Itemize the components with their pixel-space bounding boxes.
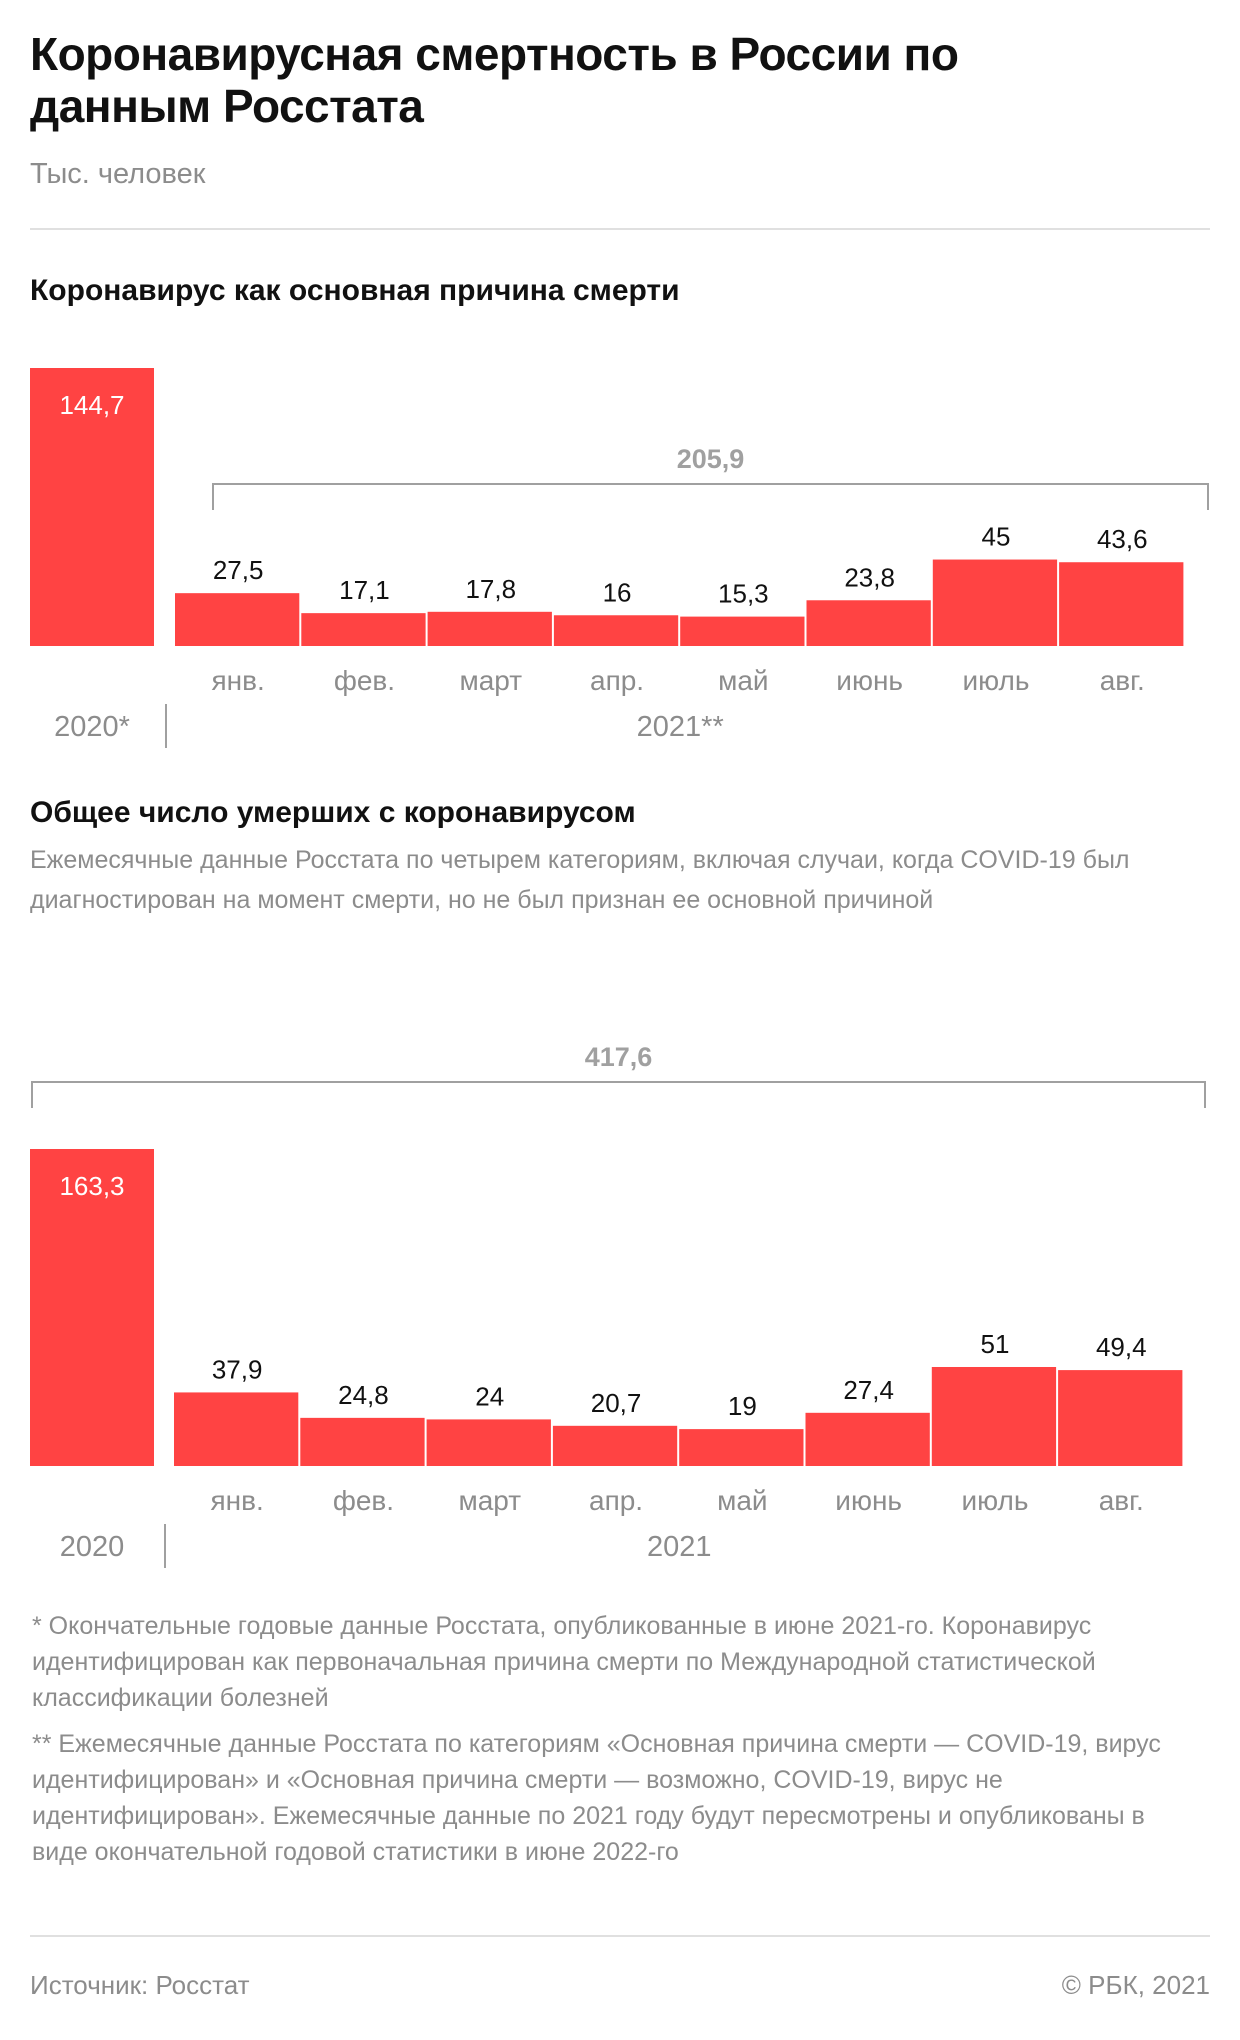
chart1-bar-0 bbox=[175, 593, 300, 646]
chart2-total-label: 417,6 bbox=[585, 1042, 653, 1072]
chart2-value-label-5: 27,4 bbox=[843, 1375, 894, 1405]
chart1-bar-6 bbox=[932, 559, 1058, 646]
chart1-value-label-6: 45 bbox=[981, 522, 1010, 552]
copyright-text: © РБК, 2021 bbox=[1061, 1970, 1210, 2000]
footnote-1: * Окончательные годовые данные Росстата,… bbox=[32, 1612, 1096, 1712]
chart1-month-label-3: апр. bbox=[590, 665, 644, 696]
chart2-bar-6 bbox=[931, 1366, 1057, 1466]
chart1-value-label-2: 17,8 bbox=[465, 574, 516, 604]
chart1-label-2020: 144,7 bbox=[59, 390, 124, 420]
chart2-month-label-7: авг. bbox=[1099, 1485, 1144, 1516]
chart1-value-label-3: 16 bbox=[603, 577, 632, 607]
chart2: 163,3 37,9 янв. 24,8 фев. 24 март 20,7 апр. 19 май… bbox=[30, 1042, 1206, 1568]
chart1-month-label-2: март bbox=[459, 665, 522, 696]
chart2-month-label-5: июнь bbox=[835, 1485, 902, 1516]
chart2-bar-4 bbox=[679, 1429, 804, 1466]
chart2-value-label-7: 49,4 bbox=[1096, 1332, 1147, 1362]
chart1: 144,7 27,5 янв. 17,1 фев. 17,8 март 16 апр. 15,3 м… bbox=[30, 368, 1209, 748]
chart2-month-label-0: янв. bbox=[211, 1485, 264, 1516]
chart2-title: Общее число умерших с коронавирусом bbox=[30, 796, 636, 829]
chart1-title: Коронавирус как основная причина смерти bbox=[30, 274, 680, 307]
chart2-value-label-2: 24 bbox=[475, 1381, 504, 1411]
chart2-month-label-2: март bbox=[458, 1485, 521, 1516]
chart1-value-label-0: 27,5 bbox=[213, 555, 264, 585]
top-divider bbox=[30, 228, 1210, 230]
source-text: Источник: Росстат bbox=[30, 1970, 250, 2000]
chart1-year-label-2020: 2020* bbox=[54, 711, 130, 743]
chart1-value-label-1: 17,1 bbox=[339, 575, 390, 605]
chart2-month-label-6: июль bbox=[961, 1485, 1028, 1516]
chart2-bar-5 bbox=[805, 1412, 930, 1466]
chart1-bar-3 bbox=[553, 615, 679, 646]
chart1-value-label-7: 43,6 bbox=[1097, 524, 1148, 554]
page-subtitle: Тыс. человек bbox=[30, 158, 206, 190]
bottom-divider bbox=[30, 1935, 1210, 1937]
chart2-month-label-1: фев. bbox=[333, 1485, 394, 1516]
chart1-value-label-5: 23,8 bbox=[844, 562, 895, 592]
chart1-month-label-6: июль bbox=[962, 665, 1029, 696]
chart1-month-label-0: янв. bbox=[212, 665, 265, 696]
chart2-value-label-0: 37,9 bbox=[212, 1354, 263, 1384]
chart1-bar-2 bbox=[427, 611, 552, 646]
chart2-description: Ежемесячные данные Росстата по четырем к… bbox=[30, 846, 1130, 914]
chart2-bar-1 bbox=[300, 1417, 425, 1466]
chart1-bar-4 bbox=[680, 616, 805, 646]
chart2-value-label-3: 20,7 bbox=[591, 1388, 642, 1418]
chart2-bar-7 bbox=[1058, 1370, 1183, 1466]
chart2-label-2020: 163,3 bbox=[59, 1171, 124, 1201]
chart2-month-label-3: апр. bbox=[589, 1485, 643, 1516]
chart2-bar-0 bbox=[174, 1392, 299, 1466]
chart1-bar-1 bbox=[301, 613, 426, 646]
chart2-value-label-6: 51 bbox=[980, 1329, 1009, 1359]
chart1-total-bracket bbox=[212, 483, 1209, 510]
chart1-bar-7 bbox=[1059, 562, 1184, 646]
chart1-year-label-2021: 2021** bbox=[637, 711, 724, 743]
chart1-month-label-1: фев. bbox=[334, 665, 395, 696]
chart2-total-bracket bbox=[31, 1081, 1206, 1108]
chart2-year-label-2020: 2020 bbox=[60, 1531, 125, 1563]
chart1-month-label-4: май bbox=[718, 665, 768, 696]
chart1-value-label-4: 15,3 bbox=[718, 579, 769, 609]
chart1-month-label-5: июнь bbox=[836, 665, 903, 696]
footnote-2: ** Ежемесячные данные Росстата по катего… bbox=[32, 1730, 1161, 1866]
chart2-bar-2020 bbox=[30, 1149, 154, 1466]
page-title: Коронавирусная смертность в России по да… bbox=[30, 28, 959, 132]
chart1-total-label: 205,9 bbox=[677, 444, 745, 474]
chart2-month-label-4: май bbox=[717, 1485, 767, 1516]
chart2-bar-3 bbox=[552, 1425, 678, 1466]
chart2-year-label-2021: 2021 bbox=[647, 1531, 712, 1563]
chart1-month-label-7: авг. bbox=[1100, 665, 1145, 696]
chart2-bar-2 bbox=[426, 1419, 551, 1466]
chart1-bar-2020 bbox=[30, 368, 154, 646]
chart2-value-label-1: 24,8 bbox=[338, 1380, 389, 1410]
chart1-bar-5 bbox=[806, 600, 931, 646]
chart2-value-label-4: 19 bbox=[728, 1391, 757, 1421]
